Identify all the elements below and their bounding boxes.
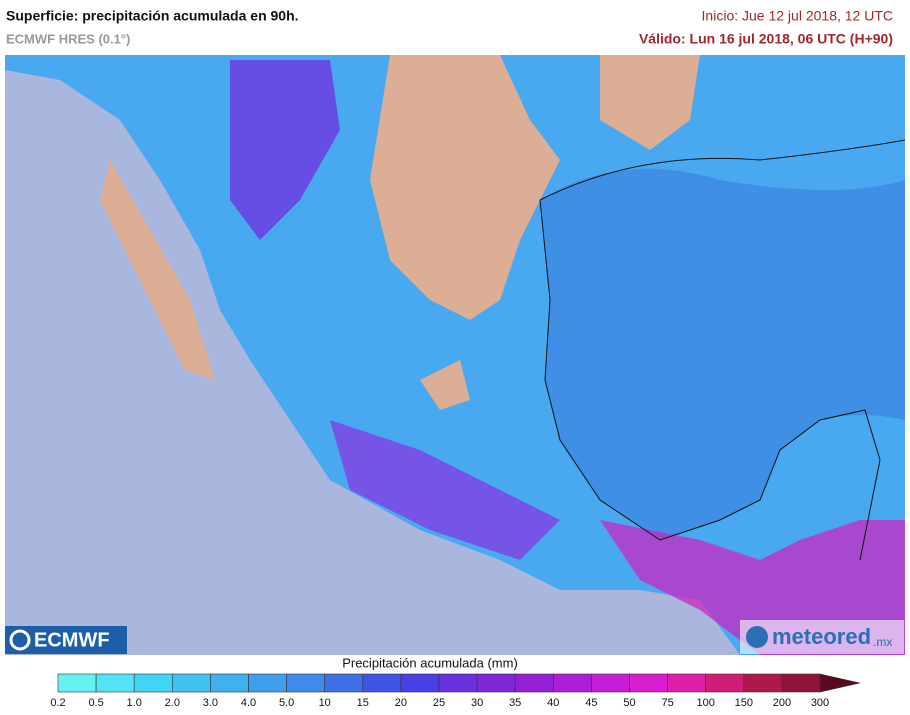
legend-swatch	[476, 673, 516, 693]
legend-tick-label: 20	[395, 697, 407, 709]
legend-tick-label: 0.5	[88, 697, 103, 709]
meteored-text: meteored	[772, 624, 871, 649]
legend-swatch	[362, 673, 402, 693]
legend-tick-label: 4.0	[241, 697, 256, 709]
legend-swatch	[667, 673, 706, 693]
legend-tick-label: 0.2	[50, 697, 65, 709]
legend-swatch	[172, 673, 211, 693]
meteored-logo: meteored .mx	[740, 620, 904, 654]
init-time: Inicio: Jue 12 jul 2018, 12 UTC	[702, 8, 893, 24]
legend-tick-label: 100	[697, 697, 715, 709]
legend-swatch	[781, 673, 821, 693]
legend-swatch	[705, 673, 745, 693]
legend-swatch	[57, 673, 97, 693]
legend-tick-label: 150	[735, 697, 753, 709]
title: Superficie: precipitación acumulada en 9…	[6, 8, 299, 24]
map	[5, 55, 906, 655]
legend-tick-label: 1.0	[127, 697, 142, 709]
model: ECMWF HRES (0.1°)	[6, 31, 130, 46]
legend-tick-label: 5.0	[279, 697, 294, 709]
legend-swatch	[210, 673, 249, 693]
legend-swatch	[248, 673, 287, 693]
ecmwf-logo: ECMWF	[5, 626, 127, 654]
ecmwf-text: ECMWF	[34, 629, 110, 651]
legend-swatch	[133, 673, 173, 693]
legend-swatch	[629, 673, 668, 693]
legend-tick-label: 200	[773, 697, 791, 709]
valid-time: Válido: Lun 16 jul 2018, 06 UTC (H+90)	[639, 31, 893, 47]
legend: 0.2 0.5 1.0 2.0 3.0 4.0 5.0 10 15 20 25 30 35 40 45 50 7…	[50, 673, 861, 709]
legend-tick-label: 300	[811, 697, 829, 709]
legend-tick-label: 30	[471, 697, 483, 709]
legend-tick-label: 75	[661, 697, 673, 709]
legend-swatch	[95, 673, 135, 693]
legend-swatch	[400, 673, 440, 693]
legend-title: Precipitación acumulada (mm)	[342, 655, 518, 670]
legend-tick-label: 25	[433, 697, 445, 709]
legend-tick-label: 10	[319, 697, 331, 709]
legend-tick-label: 3.0	[203, 697, 218, 709]
legend-tick-label: 40	[547, 697, 559, 709]
legend-swatch	[743, 673, 783, 693]
legend-swatch	[438, 673, 478, 693]
legend-swatch	[514, 673, 554, 693]
legend-tick-label: 50	[623, 697, 635, 709]
legend-tick-label: 15	[357, 697, 369, 709]
legend-swatch	[552, 673, 592, 693]
legend-swatch	[324, 673, 364, 693]
legend-tick-label: 35	[509, 697, 521, 709]
legend-swatch	[286, 673, 326, 693]
meteored-suffix: .mx	[873, 635, 892, 649]
legend-tick-label: 2.0	[165, 697, 180, 709]
legend-arrow	[819, 673, 861, 693]
legend-swatch	[591, 673, 630, 693]
legend-tick-label: 45	[585, 697, 597, 709]
